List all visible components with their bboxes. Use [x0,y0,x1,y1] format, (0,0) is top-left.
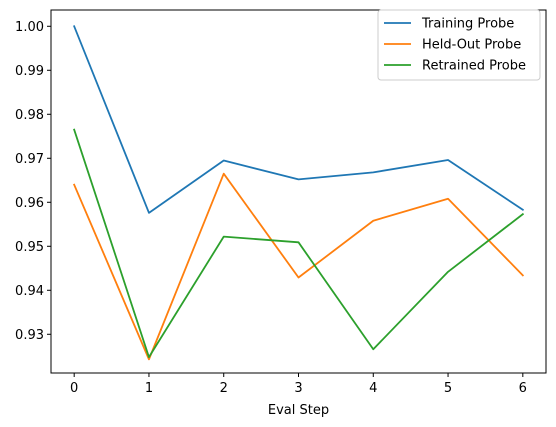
y-tick-label: 0.97 [15,152,44,167]
y-tick-label: 1.00 [15,20,44,35]
x-tick-label: 3 [294,381,302,396]
legend-label-2: Held-Out Probe [422,38,521,53]
legend-label-3: Retrained Probe [422,59,526,74]
x-tick-label: 6 [519,381,527,396]
x-tick-label: 5 [444,381,452,396]
x-axis-label: Eval Step [268,403,329,418]
y-tick-label: 0.98 [15,108,44,123]
series-line-1 [73,25,525,214]
y-tick-label: 0.99 [15,64,44,79]
series-line-2 [72,172,525,361]
series-line-3 [73,128,525,359]
x-tick-label: 1 [145,381,153,396]
y-tick-label: 0.95 [15,240,44,255]
legend-label-1: Training Probe [421,17,514,32]
x-tick-label: 0 [70,381,78,396]
x-tick-label: 4 [369,381,377,396]
legend: Training Probe Held-Out Probe Retrained Pr… [377,9,541,81]
y-tick-label: 0.93 [15,328,44,343]
axes: 0 1 2 3 4 5 6 0.93 0.94 0.95 0.96 0.97 0.98 0.99 1.00 [15,9,547,396]
y-tick-label: 0.96 [15,196,44,211]
x-tick-label: 2 [220,381,228,396]
y-tick-label: 0.94 [15,284,44,299]
plot-area [72,25,525,361]
legend-box [377,9,541,81]
